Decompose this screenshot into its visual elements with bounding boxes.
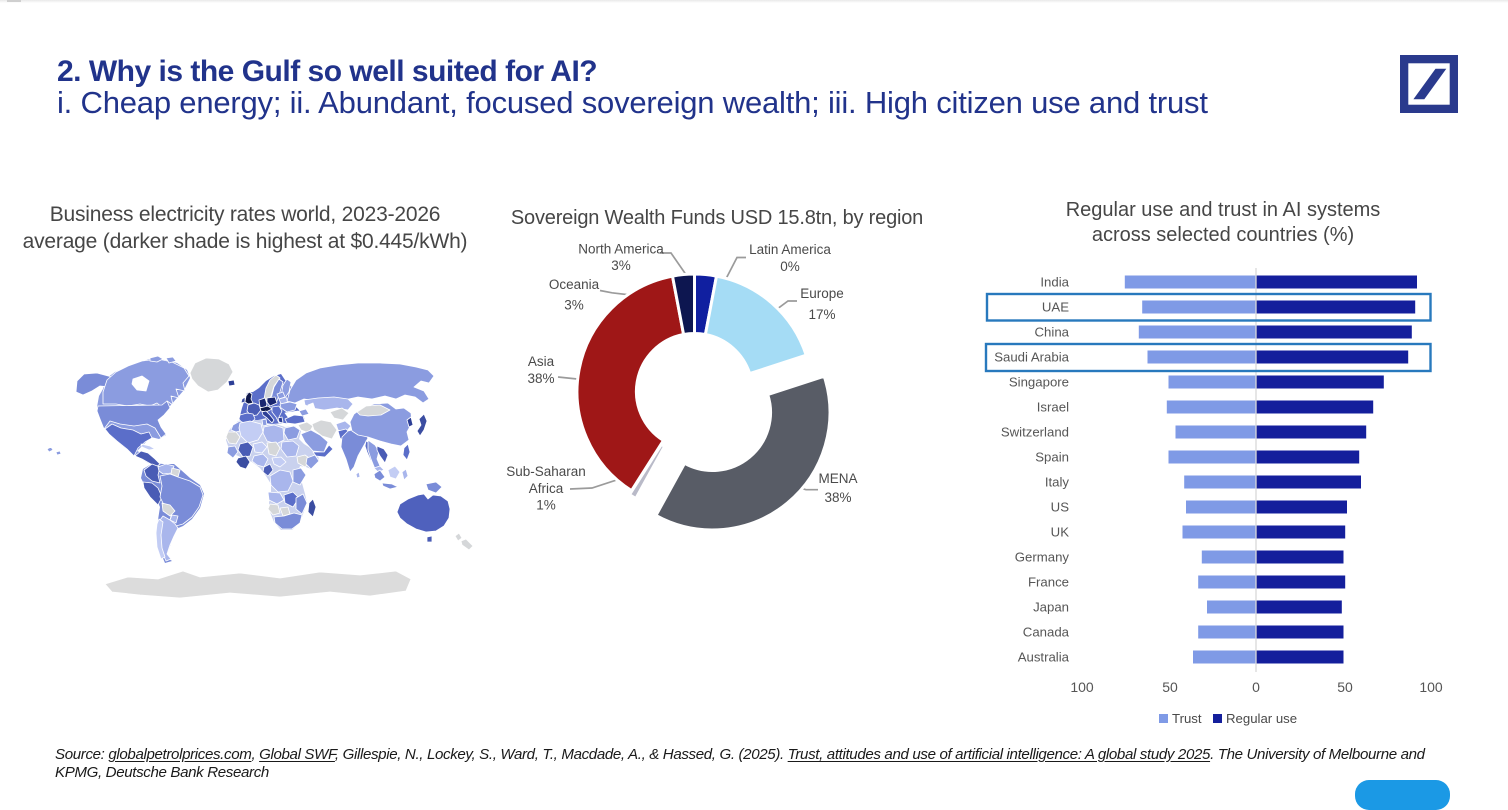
svg-text:100: 100	[1419, 679, 1443, 695]
svg-text:China: China	[1035, 325, 1070, 340]
svg-text:Switzerland: Switzerland	[1001, 425, 1069, 440]
svg-text:Israel: Israel	[1037, 400, 1069, 415]
svg-text:India: India	[1040, 275, 1069, 290]
svg-text:0%: 0%	[780, 259, 800, 274]
svg-text:17%: 17%	[808, 307, 835, 322]
svg-text:Europe: Europe	[800, 286, 844, 301]
svg-text:Sovereign Wealth Funds USD 15.: Sovereign Wealth Funds USD 15.8tn, by re…	[511, 207, 923, 229]
svg-text:Business electricity rates wor: Business electricity rates world, 2023-2…	[50, 203, 441, 226]
svg-text:Trust: Trust	[1172, 711, 1202, 726]
svg-text:Japan: Japan	[1033, 600, 1069, 615]
svg-text:38%: 38%	[527, 371, 554, 386]
svg-text:3%: 3%	[611, 258, 631, 273]
svg-text:US: US	[1051, 500, 1070, 515]
svg-text:Germany: Germany	[1015, 550, 1070, 565]
svg-text:across selected countries (%): across selected countries (%)	[1092, 224, 1354, 246]
svg-text:Regular use: Regular use	[1226, 711, 1297, 726]
svg-text:Spain: Spain	[1035, 450, 1069, 465]
svg-text:Sub-Saharan: Sub-Saharan	[506, 464, 586, 479]
svg-text:Latin America: Latin America	[749, 242, 831, 257]
svg-text:MENA: MENA	[818, 471, 857, 486]
svg-text:Africa: Africa	[529, 481, 564, 496]
svg-text:50: 50	[1162, 679, 1178, 695]
svg-text:100: 100	[1070, 679, 1094, 695]
svg-text:1%: 1%	[536, 498, 556, 513]
svg-text:Australia: Australia	[1018, 650, 1070, 665]
svg-text:Saudi Arabia: Saudi Arabia	[994, 350, 1069, 365]
svg-text:average (darker shade is highe: average (darker shade is highest at $0.4…	[23, 230, 468, 253]
svg-text:Asia: Asia	[528, 354, 555, 369]
svg-text:0: 0	[1252, 679, 1260, 695]
svg-text:Italy: Italy	[1045, 475, 1070, 490]
svg-text:France: France	[1028, 575, 1069, 590]
svg-text:3%: 3%	[564, 298, 584, 313]
svg-text:Oceania: Oceania	[549, 277, 600, 292]
svg-text:50: 50	[1337, 679, 1353, 695]
svg-text:38%: 38%	[824, 490, 851, 505]
svg-text:UAE: UAE	[1042, 300, 1069, 315]
svg-text:UK: UK	[1051, 525, 1070, 540]
svg-text:Singapore: Singapore	[1009, 375, 1069, 390]
svg-text:Canada: Canada	[1023, 625, 1070, 640]
svg-text:Regular use and trust in AI sy: Regular use and trust in AI systems	[1066, 199, 1381, 221]
svg-text:North America: North America	[578, 242, 664, 257]
